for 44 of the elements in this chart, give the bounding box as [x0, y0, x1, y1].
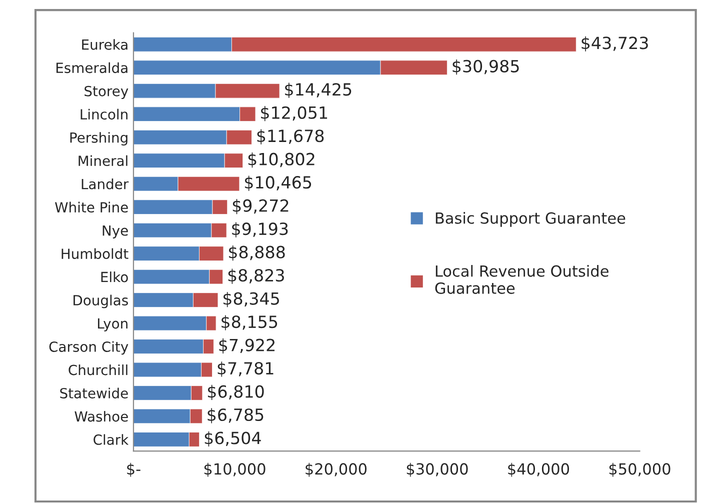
total-label: $9,193	[232, 222, 288, 238]
legend-label: Basic Support Guarantee	[436, 212, 626, 227]
total-label: $10,802	[248, 152, 314, 168]
y-tick-label: Elko	[101, 272, 128, 282]
total-label: $7,781	[218, 362, 274, 377]
total-label: $11,678	[257, 129, 324, 144]
total-label: $9,272	[232, 198, 288, 214]
x-tick-label: $30,000	[406, 462, 468, 477]
total-label: $7,922	[219, 338, 274, 354]
y-tick-label: White Pine	[55, 202, 128, 213]
total-label: $8,345	[224, 292, 279, 308]
y-tick-label: Nye	[102, 225, 128, 238]
y-tick-label: Humboldt	[62, 248, 128, 260]
y-tick-label: Eureka	[82, 39, 128, 50]
total-label: $14,425	[285, 82, 352, 98]
y-tick-label: Statewide	[60, 388, 128, 398]
total-label: $6,504	[204, 431, 261, 447]
total-label: $8,155	[222, 315, 278, 330]
y-tick-label: Clark	[94, 434, 129, 445]
y-tick-label: Carson City	[49, 341, 128, 355]
y-tick-label: Lincoln	[80, 108, 128, 120]
y-tick-label: Mineral	[78, 155, 128, 166]
y-tick-label: Lander	[82, 178, 129, 190]
x-tick-label: $10,000	[204, 462, 266, 477]
y-tick-label: Douglas	[74, 294, 128, 308]
total-label: $6,810	[208, 384, 264, 400]
total-label: $12,051	[261, 106, 328, 122]
y-tick-label: Churchill	[68, 364, 128, 376]
x-tick-label: $-	[127, 462, 140, 477]
y-tick-label: Pershing	[70, 132, 128, 146]
total-label: $8,888	[229, 245, 285, 261]
total-label: $43,723	[582, 36, 648, 52]
y-tick-label: Washoe	[74, 410, 128, 422]
total-label: $8,823	[228, 268, 284, 284]
y-tick-label: Lyon	[98, 318, 128, 332]
legend-label: Local Revenue Outside Guarantee	[435, 265, 608, 294]
x-tick-label: $50,000	[609, 462, 670, 477]
y-tick-label: Esmeralda	[56, 62, 128, 74]
y-tick-label: Storey	[84, 86, 128, 100]
x-tick-label: $20,000	[306, 462, 367, 477]
total-label: $30,985	[452, 60, 519, 75]
total-label: $10,465	[244, 176, 312, 191]
x-tick-label: $40,000	[508, 462, 570, 477]
total-label: $6,785	[208, 408, 264, 424]
